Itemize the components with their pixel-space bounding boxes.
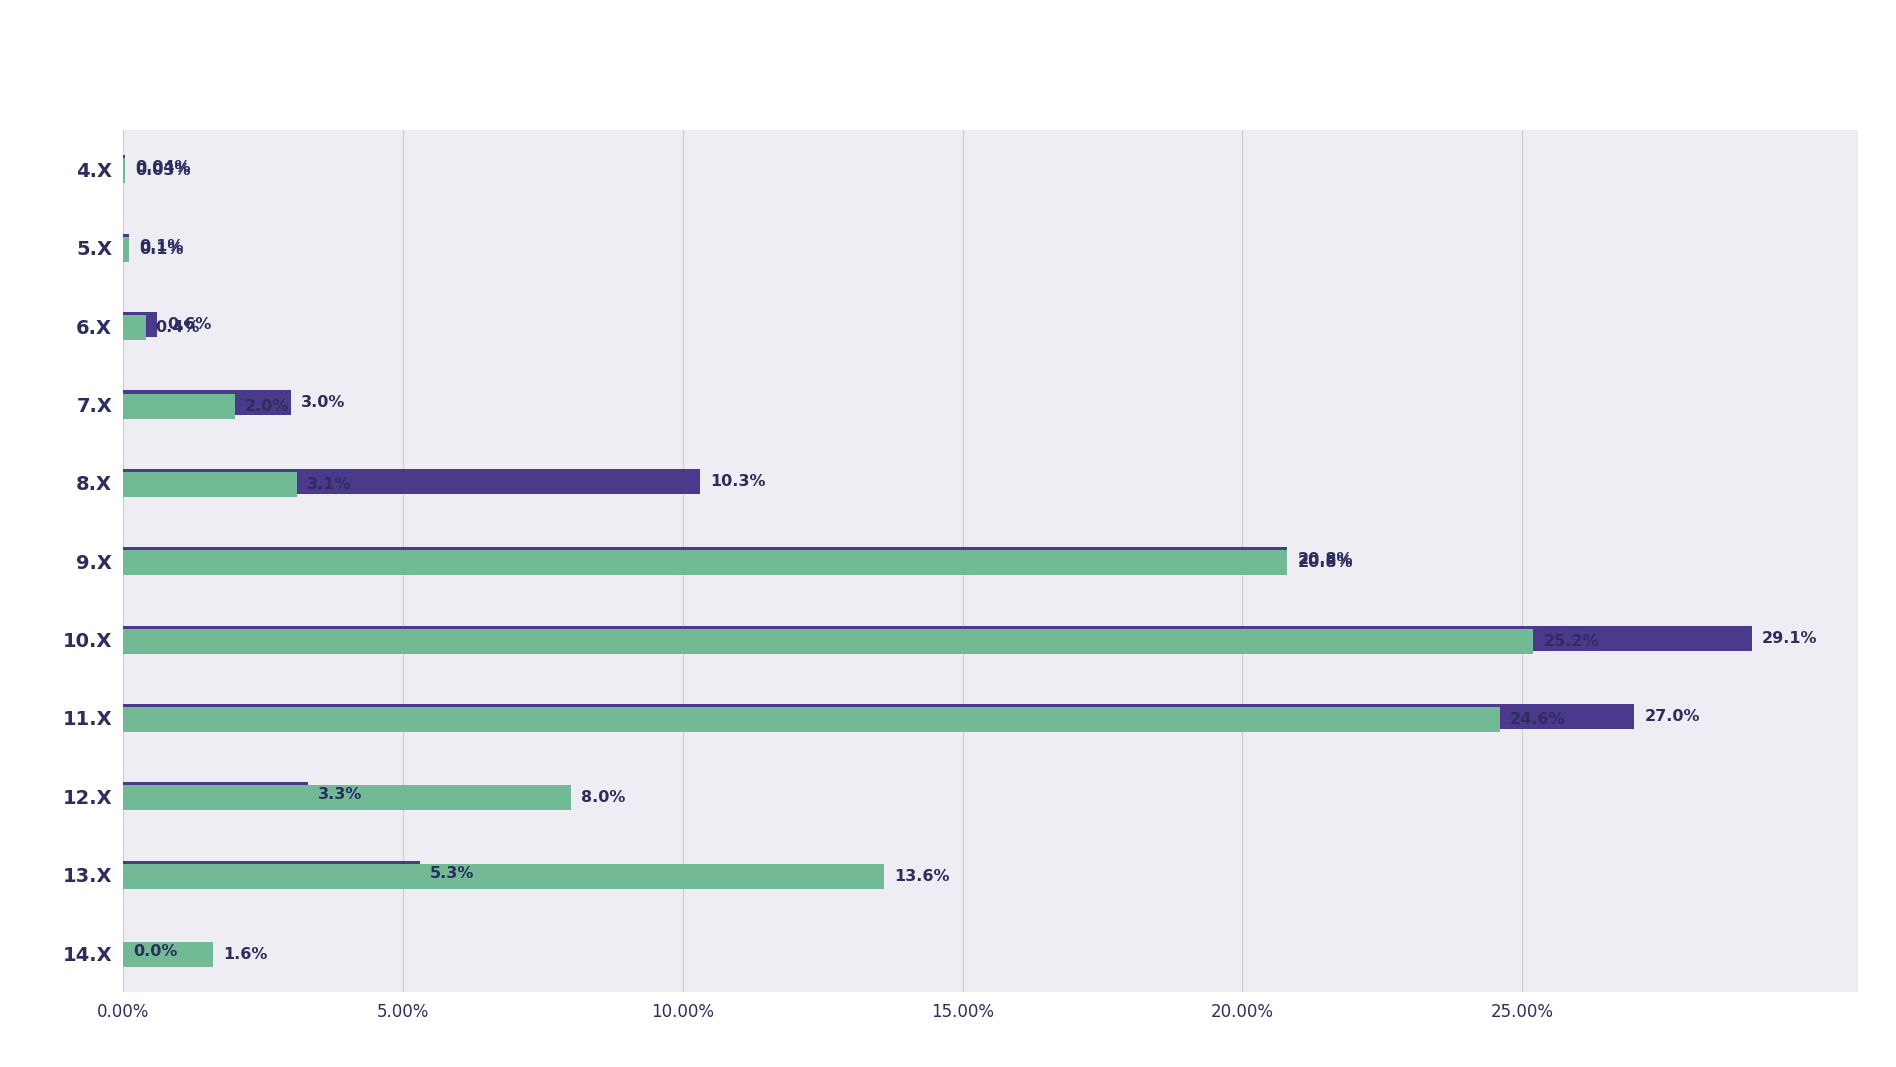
Bar bbox=[123, 628, 1534, 654]
Text: 2.0%: 2.0% bbox=[245, 399, 290, 414]
Text: 1.6%: 1.6% bbox=[224, 947, 267, 962]
Text: 0.1%: 0.1% bbox=[138, 242, 184, 257]
Text: 13.6%: 13.6% bbox=[895, 869, 950, 883]
Text: 27.0%: 27.0% bbox=[1644, 708, 1701, 723]
Text: 24.6%: 24.6% bbox=[1509, 712, 1566, 727]
Bar bbox=[123, 942, 212, 967]
Bar bbox=[123, 472, 296, 497]
Text: Android Version: Android Version bbox=[34, 45, 260, 69]
Bar bbox=[123, 704, 1634, 729]
Text: 0.04%: 0.04% bbox=[135, 160, 191, 175]
Text: 0.6%: 0.6% bbox=[167, 317, 210, 332]
Text: 25.2%: 25.2% bbox=[1543, 634, 1598, 649]
Text: 3.0%: 3.0% bbox=[301, 396, 345, 411]
Bar bbox=[123, 156, 125, 180]
Text: 20.8%: 20.8% bbox=[1297, 555, 1354, 570]
Bar bbox=[123, 312, 157, 337]
Text: 3.3%: 3.3% bbox=[319, 787, 362, 802]
Bar bbox=[123, 707, 1500, 732]
Bar bbox=[123, 864, 884, 889]
Text: 0.1%: 0.1% bbox=[138, 239, 184, 254]
Bar bbox=[123, 547, 1287, 572]
Bar bbox=[123, 468, 700, 494]
Bar bbox=[123, 237, 129, 261]
Bar bbox=[123, 315, 146, 340]
Text: 0.4%: 0.4% bbox=[155, 320, 201, 335]
Text: 0.0%: 0.0% bbox=[133, 944, 178, 959]
Text: 8.0%: 8.0% bbox=[580, 791, 626, 806]
Text: 3.1%: 3.1% bbox=[307, 477, 351, 492]
Text: 29.1%: 29.1% bbox=[1761, 631, 1818, 646]
Bar bbox=[123, 785, 571, 811]
Bar bbox=[123, 391, 292, 415]
Text: 5.3%: 5.3% bbox=[430, 865, 474, 880]
Text: 10.3%: 10.3% bbox=[709, 474, 766, 489]
Bar bbox=[123, 234, 129, 258]
Bar bbox=[123, 861, 419, 886]
Text: 20.8%: 20.8% bbox=[1297, 553, 1354, 568]
Bar bbox=[123, 551, 1287, 575]
Bar bbox=[123, 625, 1752, 651]
Bar bbox=[123, 782, 307, 808]
Bar bbox=[123, 394, 235, 418]
Text: 0.03%: 0.03% bbox=[135, 163, 190, 178]
